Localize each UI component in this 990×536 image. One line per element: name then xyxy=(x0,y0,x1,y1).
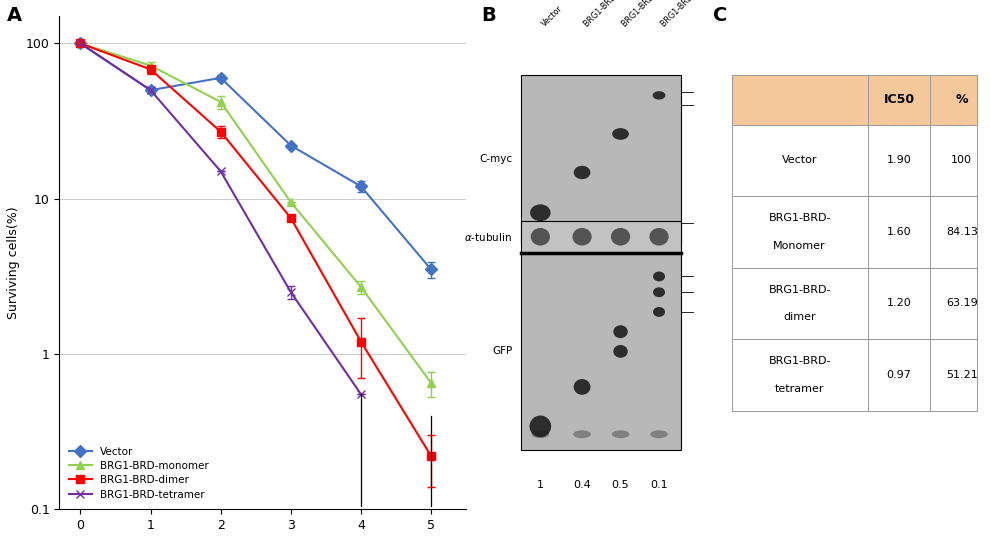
Bar xyxy=(521,253,681,450)
Text: A: A xyxy=(7,6,22,25)
Bar xyxy=(521,75,681,243)
Text: 51.21: 51.21 xyxy=(945,370,978,380)
Text: BRG1-BRD (2): BRG1-BRD (2) xyxy=(621,0,666,28)
Ellipse shape xyxy=(653,287,665,297)
Text: dimer: dimer xyxy=(783,312,816,322)
Bar xyxy=(732,196,977,267)
Text: tetramer: tetramer xyxy=(775,384,825,393)
Bar xyxy=(732,267,977,339)
Ellipse shape xyxy=(614,345,628,358)
Ellipse shape xyxy=(612,128,629,140)
Text: Vector: Vector xyxy=(541,4,565,28)
Text: Monomer: Monomer xyxy=(773,241,826,251)
Ellipse shape xyxy=(573,379,590,395)
Text: $\alpha$-tubulin: $\alpha$-tubulin xyxy=(464,231,512,243)
Ellipse shape xyxy=(572,228,592,245)
Ellipse shape xyxy=(611,228,631,245)
Legend: Vector, BRG1-BRD-monomer, BRG1-BRD-dimer, BRG1-BRD-tetramer: Vector, BRG1-BRD-monomer, BRG1-BRD-dimer… xyxy=(64,442,213,504)
Text: BRG1-BRD-: BRG1-BRD- xyxy=(768,356,831,366)
Ellipse shape xyxy=(614,325,628,338)
Text: 84.13: 84.13 xyxy=(945,227,978,237)
Ellipse shape xyxy=(612,430,630,438)
Text: B: B xyxy=(481,6,496,25)
Text: 63.19: 63.19 xyxy=(945,299,978,308)
Text: 1.90: 1.90 xyxy=(887,155,912,165)
Y-axis label: Surviving cells(%): Surviving cells(%) xyxy=(7,206,20,319)
Text: IC50: IC50 xyxy=(883,93,915,107)
Ellipse shape xyxy=(652,91,665,100)
Text: %: % xyxy=(955,93,968,107)
Text: BRG1-BRD-: BRG1-BRD- xyxy=(768,213,831,223)
Text: BRG1-BRD (1): BRG1-BRD (1) xyxy=(582,0,628,28)
Ellipse shape xyxy=(653,307,665,317)
Text: 1: 1 xyxy=(537,480,544,489)
Ellipse shape xyxy=(531,228,550,245)
Text: 0.5: 0.5 xyxy=(612,480,630,489)
Text: Vector: Vector xyxy=(782,155,818,165)
Ellipse shape xyxy=(530,204,550,221)
Ellipse shape xyxy=(649,228,668,245)
Text: GFP: GFP xyxy=(492,346,512,356)
Text: C: C xyxy=(714,6,728,25)
Text: 0.97: 0.97 xyxy=(887,370,912,380)
Ellipse shape xyxy=(574,166,590,179)
Text: 0.4: 0.4 xyxy=(573,480,591,489)
Text: 0.1: 0.1 xyxy=(650,480,668,489)
Ellipse shape xyxy=(573,430,591,438)
Bar xyxy=(732,124,977,196)
Bar xyxy=(732,75,977,124)
Bar xyxy=(732,339,977,411)
Text: 1.60: 1.60 xyxy=(887,227,912,237)
Text: BRG1-BRD (4): BRG1-BRD (4) xyxy=(659,0,705,28)
Ellipse shape xyxy=(532,430,549,438)
Text: BRG1-BRD-: BRG1-BRD- xyxy=(768,285,831,294)
Ellipse shape xyxy=(653,272,665,281)
Text: C-myc: C-myc xyxy=(479,154,512,164)
Text: 100: 100 xyxy=(951,155,972,165)
Bar xyxy=(521,221,681,253)
Ellipse shape xyxy=(650,430,668,438)
Text: 1.20: 1.20 xyxy=(887,299,912,308)
Ellipse shape xyxy=(530,415,551,437)
